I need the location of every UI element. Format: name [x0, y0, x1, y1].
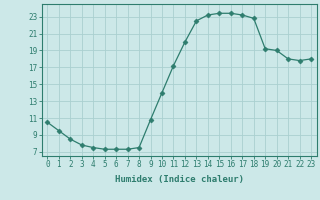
X-axis label: Humidex (Indice chaleur): Humidex (Indice chaleur): [115, 175, 244, 184]
